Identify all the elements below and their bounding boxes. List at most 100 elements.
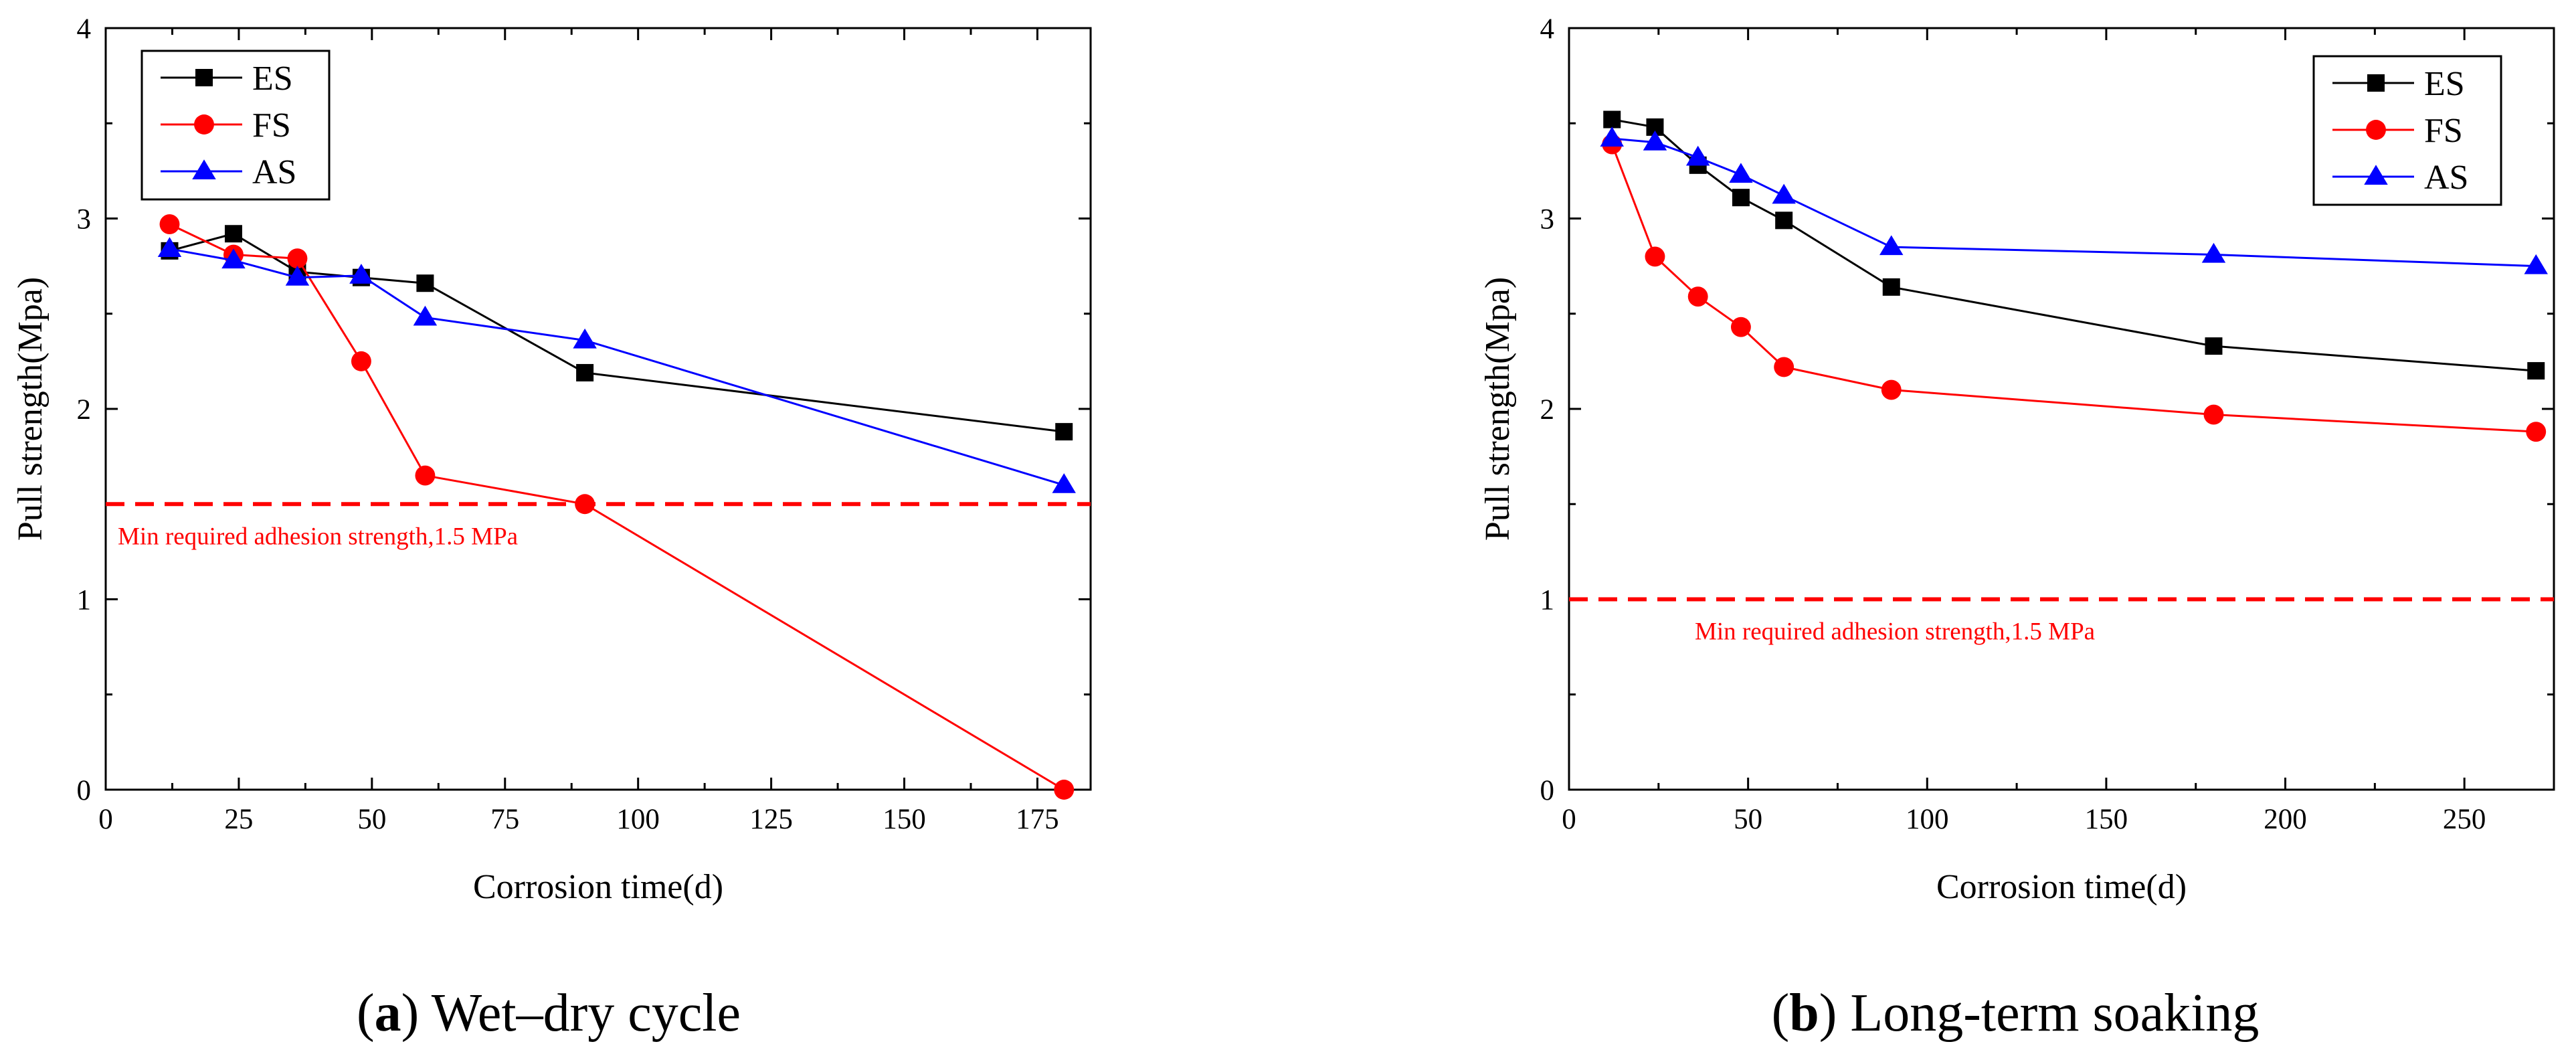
data-point-as bbox=[1052, 473, 1076, 493]
y-axis-title: Pull strength(Mpa) bbox=[1479, 277, 1517, 541]
data-point-fs bbox=[1730, 317, 1751, 337]
x-tick-label: 175 bbox=[1016, 804, 1059, 835]
y-tick-label: 0 bbox=[77, 775, 92, 806]
data-point-es bbox=[416, 274, 434, 292]
data-point-as bbox=[285, 265, 310, 286]
data-point-as bbox=[157, 237, 182, 258]
y-tick-label: 3 bbox=[1540, 204, 1555, 236]
legend-label-fs: FS bbox=[252, 106, 291, 145]
series-fs bbox=[159, 214, 1075, 800]
threshold-label: Min required adhesion strength,1.5 MPa bbox=[118, 523, 518, 550]
data-point-es bbox=[1603, 110, 1621, 128]
data-point-fs bbox=[1645, 246, 1665, 267]
caption-close-paren: ) bbox=[401, 984, 420, 1043]
data-point-es bbox=[1882, 278, 1900, 296]
caption-letter: b bbox=[1789, 984, 1819, 1043]
data-point-as bbox=[1772, 183, 1796, 204]
data-point-as bbox=[1643, 130, 1667, 151]
y-tick-label: 0 bbox=[1540, 775, 1555, 806]
data-point-fs bbox=[2203, 404, 2224, 425]
legend-label-es: ES bbox=[252, 60, 293, 98]
data-point-fs bbox=[1774, 357, 1795, 377]
series-fs bbox=[1602, 134, 2547, 442]
data-point-fs bbox=[159, 214, 180, 234]
data-point-es bbox=[2527, 362, 2545, 380]
legend: ES FS AS bbox=[2312, 55, 2502, 206]
data-point-as bbox=[2524, 254, 2548, 274]
data-point-fs bbox=[2526, 422, 2547, 442]
legend-marker-as bbox=[192, 159, 216, 180]
y-tick-label: 3 bbox=[77, 204, 92, 236]
series-as bbox=[157, 237, 1076, 493]
data-point-as bbox=[413, 305, 438, 326]
legend-label-fs: FS bbox=[2424, 112, 2463, 150]
y-tick-label: 2 bbox=[77, 394, 92, 426]
data-point-es bbox=[224, 225, 242, 243]
data-point-es bbox=[1732, 189, 1750, 207]
x-tick-label: 250 bbox=[2443, 804, 2486, 835]
data-point-es bbox=[1055, 423, 1073, 441]
x-tick-label: 0 bbox=[98, 804, 113, 835]
x-tick-label: 100 bbox=[616, 804, 660, 835]
caption-title: Long-term soaking bbox=[1837, 984, 2259, 1043]
y-tick-label: 1 bbox=[77, 585, 92, 616]
data-point-es bbox=[1775, 211, 1793, 230]
chart-panel-a: 0 25 50 75 100 125 150 175 0 1 2 3 4 Corrosion time(d… bbox=[11, 13, 1092, 1043]
caption-close-paren: ) bbox=[1819, 984, 1837, 1043]
data-point-as bbox=[1729, 163, 1753, 183]
data-point-as bbox=[2201, 242, 2226, 263]
data-point-fs bbox=[575, 494, 595, 515]
x-axis-title: Corrosion time(d) bbox=[1936, 868, 2187, 906]
legend-marker-fs bbox=[2366, 120, 2386, 140]
caption-letter: a bbox=[375, 984, 401, 1043]
y-axis-title: Pull strength(Mpa) bbox=[11, 277, 50, 541]
x-tick-label: 25 bbox=[224, 804, 253, 835]
data-point-as bbox=[1879, 235, 1904, 256]
series-as bbox=[1600, 126, 2548, 274]
legend-marker-es bbox=[2367, 74, 2385, 92]
x-tick-label: 100 bbox=[1906, 804, 1949, 835]
x-tick-label: 200 bbox=[2264, 804, 2307, 835]
figure-caption: (a) Wet–dry cycle bbox=[357, 984, 741, 1043]
data-point-as bbox=[221, 248, 246, 269]
data-point-fs bbox=[1054, 780, 1075, 800]
y-tick-label: 4 bbox=[77, 13, 92, 45]
legend-label-as: AS bbox=[252, 153, 296, 191]
x-tick-label: 0 bbox=[1562, 804, 1576, 835]
y-tick-label: 4 bbox=[1540, 13, 1555, 45]
data-point-es bbox=[576, 363, 594, 381]
caption-title: Wet–dry cycle bbox=[419, 984, 741, 1043]
data-point-es bbox=[2205, 337, 2223, 355]
legend-marker-as bbox=[2364, 165, 2388, 185]
x-tick-label: 75 bbox=[490, 804, 519, 835]
x-tick-label: 125 bbox=[749, 804, 793, 835]
data-point-as bbox=[1685, 145, 1710, 166]
data-point-fs bbox=[1687, 286, 1708, 307]
legend-label-as: AS bbox=[2424, 159, 2468, 197]
data-point-as bbox=[1600, 126, 1624, 147]
data-point-fs bbox=[351, 351, 371, 371]
x-axis-title: Corrosion time(d) bbox=[473, 868, 723, 906]
data-point-fs bbox=[1881, 379, 1902, 400]
threshold-label: Min required adhesion strength,1.5 MPa bbox=[1695, 618, 2095, 646]
legend-marker-es bbox=[195, 69, 213, 86]
legend-marker-fs bbox=[194, 114, 214, 135]
chart-panel-b: 0 50 100 150 200 250 0 1 2 3 4 Corrosion time(d) Pul… bbox=[1479, 13, 2555, 1043]
y-tick-label: 1 bbox=[1540, 585, 1555, 616]
x-tick-label: 150 bbox=[883, 804, 926, 835]
caption-open-paren: ( bbox=[357, 984, 375, 1043]
data-point-as bbox=[349, 264, 373, 284]
x-tick-label: 50 bbox=[1734, 804, 1762, 835]
x-tick-label: 150 bbox=[2085, 804, 2128, 835]
data-point-fs bbox=[415, 465, 436, 486]
figure-caption: (b) Long-term soaking bbox=[1772, 984, 2260, 1043]
y-tick-label: 2 bbox=[1540, 394, 1555, 426]
legend: ES FS AS bbox=[141, 50, 331, 201]
data-point-as bbox=[573, 328, 597, 349]
series-line-fs bbox=[169, 223, 1065, 791]
caption-open-paren: ( bbox=[1772, 984, 1790, 1043]
x-tick-label: 50 bbox=[357, 804, 386, 835]
legend-label-es: ES bbox=[2424, 65, 2465, 103]
data-point-fs bbox=[287, 248, 308, 269]
